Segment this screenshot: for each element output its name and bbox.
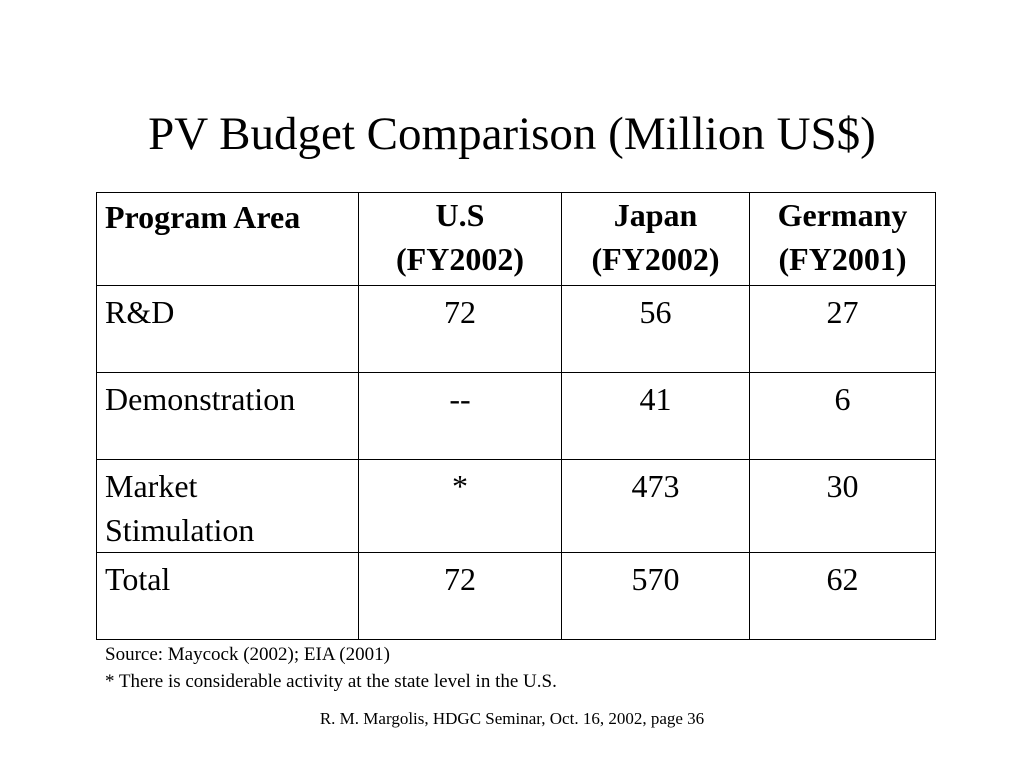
cell-us: 72 [358,285,562,373]
cell-japan: 56 [561,285,750,373]
cell-japan: 41 [561,372,750,460]
cell-japan: 570 [561,552,750,640]
header-label: U.S [435,197,485,233]
header-us: U.S (FY2002) [358,192,562,286]
cell-germany: 27 [749,285,936,373]
header-period: (FY2002) [396,241,524,277]
header-germany: Germany (FY2001) [749,192,936,286]
table-row-demonstration: Demonstration -- 41 6 [96,372,936,460]
cell-germany: 62 [749,552,936,640]
source-note: Source: Maycock (2002); EIA (2001) [105,644,390,665]
header-label: Japan [613,197,698,233]
slide-title: PV Budget Comparison (Million US$) [148,108,876,160]
table-row-total: Total 72 570 62 [96,552,936,640]
slide-footer-citation: R. M. Margolis, HDGC Seminar, Oct. 16, 2… [319,709,705,728]
asterisk-note: * There is considerable activity at the … [105,671,557,692]
cell-us: 72 [358,552,562,640]
header-japan: Japan (FY2002) [561,192,750,286]
header-label: Program Area [105,199,301,235]
table-row-market-stimulation: Market Stimulation * 473 30 [96,459,936,553]
cell-program-area: Total [96,552,359,640]
header-program-area: Program Area [96,192,359,286]
cell-program-area: Market Stimulation [96,459,359,553]
cell-japan: 473 [561,459,750,553]
header-period: (FY2002) [591,241,720,277]
header-label: Germany [777,197,908,233]
header-period: (FY2001) [778,241,907,277]
cell-program-area: Demonstration [96,372,359,460]
table-header-row: Program Area U.S (FY2002) Japan (FY2002)… [96,192,936,286]
area-label-line1: Market [105,468,198,504]
cell-us: -- [358,372,562,460]
budget-table: Program Area U.S (FY2002) Japan (FY2002)… [96,192,936,640]
cell-program-area: R&D [96,285,359,373]
table-row-rd: R&D 72 56 27 [96,285,936,373]
cell-us: * [358,459,562,553]
cell-germany: 6 [749,372,936,460]
area-label-line2: Stimulation [105,512,255,548]
cell-germany: 30 [749,459,936,553]
